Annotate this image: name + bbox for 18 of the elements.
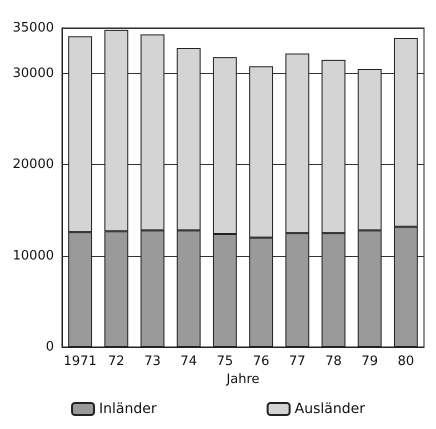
y-tick-label: 0 <box>46 340 54 354</box>
x-tick-label: 78 <box>325 354 342 369</box>
x-tick-label: 73 <box>144 354 161 369</box>
y-tick-label: 35000 <box>12 20 54 36</box>
x-tick-label: 79 <box>361 354 378 369</box>
x-tick-label: 77 <box>289 354 306 369</box>
legend-label: Inländer <box>99 401 157 417</box>
y-tick-label: 10000 <box>12 248 54 264</box>
x-tick-label: 80 <box>398 354 414 369</box>
x-tick-label: 74 <box>180 354 197 369</box>
x-tick-label: 1971 <box>64 354 97 369</box>
y-tick-label: 20000 <box>12 157 54 172</box>
x-tick-label: 75 <box>216 354 234 369</box>
legend-label: Ausländer <box>294 401 366 417</box>
x-tick-label: 76 <box>252 354 270 369</box>
x-axis-title: Jahre <box>225 372 260 387</box>
y-tick-label: 30000 <box>12 66 54 82</box>
x-tick-label: 72 <box>108 354 125 369</box>
